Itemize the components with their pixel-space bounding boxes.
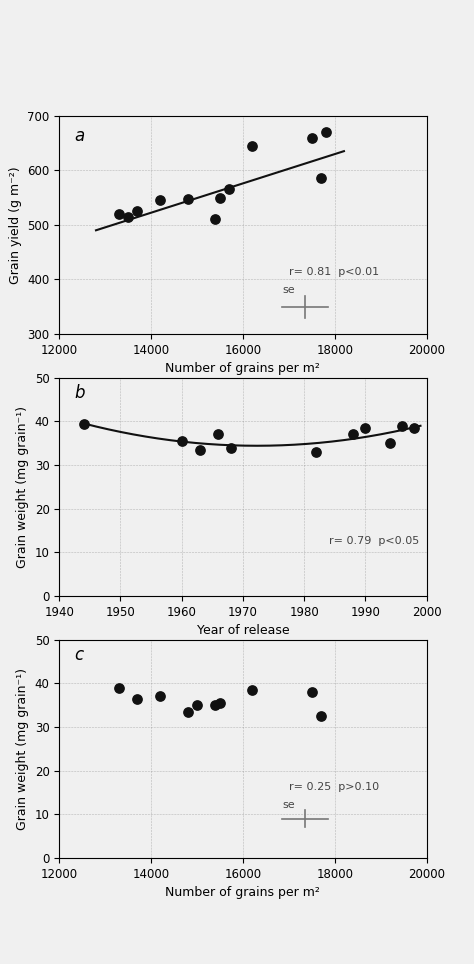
Point <box>184 191 191 206</box>
Point <box>317 709 325 724</box>
Text: a: a <box>74 126 84 145</box>
Point <box>410 420 418 436</box>
Point <box>317 171 325 186</box>
Point <box>349 427 357 442</box>
Y-axis label: Grain weight (mg grain⁻¹): Grain weight (mg grain⁻¹) <box>16 406 29 568</box>
Point <box>134 203 141 219</box>
Point <box>134 691 141 707</box>
Point <box>115 680 123 695</box>
Point <box>248 683 256 698</box>
Y-axis label: Grain yield (g m⁻²): Grain yield (g m⁻²) <box>9 166 22 283</box>
Text: c: c <box>74 646 83 664</box>
Point <box>216 190 224 205</box>
Point <box>308 130 316 146</box>
Text: r= 0.81  p<0.01: r= 0.81 p<0.01 <box>289 267 379 277</box>
Text: r= 0.25  p>0.10: r= 0.25 p>0.10 <box>289 783 379 792</box>
Point <box>225 181 233 197</box>
X-axis label: Number of grains per m²: Number of grains per m² <box>165 886 320 899</box>
Point <box>193 697 201 712</box>
Text: b: b <box>74 385 84 402</box>
Point <box>398 418 406 434</box>
Text: r= 0.79  p<0.05: r= 0.79 p<0.05 <box>328 536 419 546</box>
Point <box>196 442 204 458</box>
Point <box>216 695 224 710</box>
Point <box>386 436 393 451</box>
Point <box>215 427 222 442</box>
Point <box>313 444 320 460</box>
X-axis label: Number of grains per m²: Number of grains per m² <box>165 362 320 375</box>
Point <box>211 697 219 712</box>
Text: se: se <box>282 800 294 810</box>
Point <box>248 138 256 153</box>
Point <box>178 433 185 448</box>
Point <box>362 420 369 436</box>
Point <box>156 193 164 208</box>
Point <box>124 209 132 225</box>
Point <box>80 415 88 431</box>
Point <box>156 688 164 704</box>
Point <box>227 440 235 455</box>
Point <box>308 684 316 700</box>
Point <box>211 212 219 228</box>
Y-axis label: Grain weight (mg grain⁻¹): Grain weight (mg grain⁻¹) <box>16 668 29 830</box>
Text: se: se <box>282 284 294 295</box>
X-axis label: Year of release: Year of release <box>197 625 289 637</box>
Point <box>115 206 123 222</box>
Point <box>322 124 329 140</box>
Point <box>184 704 191 719</box>
